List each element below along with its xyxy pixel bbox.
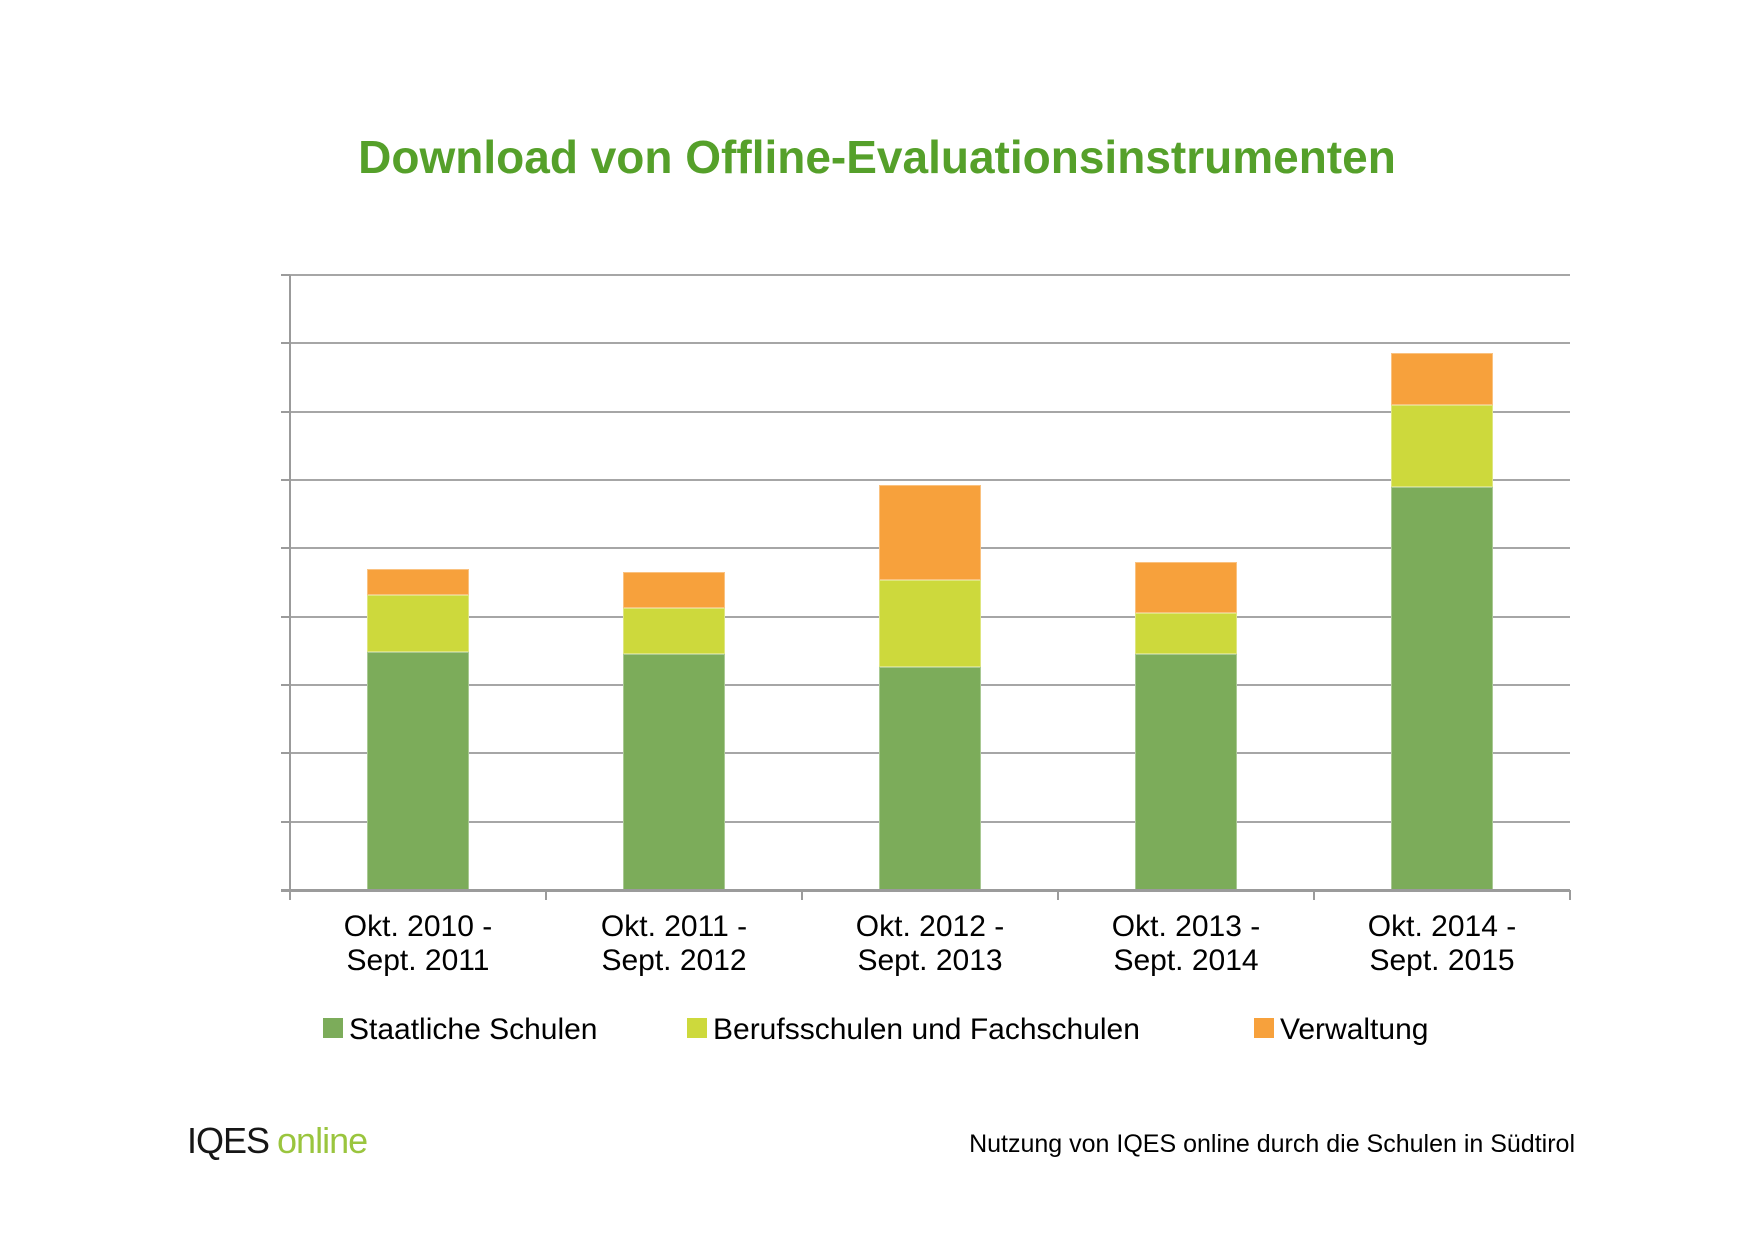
logo-text-online: online	[277, 1120, 368, 1161]
legend-swatch	[323, 1018, 343, 1038]
bar-segment-berufsschulen	[1391, 404, 1493, 487]
x-axis-tick	[1057, 890, 1059, 900]
x-axis-label-line: Sept. 2013	[857, 944, 1003, 977]
bar-segment-verwaltung	[367, 568, 469, 595]
x-axis-label-line: Sept. 2015	[1369, 944, 1515, 977]
legend-swatch	[1254, 1018, 1274, 1038]
bar-segment-staatliche-schulen	[1391, 486, 1493, 890]
x-axis-category-label: Okt. 2011 - Sept. 2012	[546, 910, 802, 978]
x-axis-label-line: Okt. 2012 -	[855, 910, 1005, 943]
legend-swatch	[687, 1018, 707, 1038]
bar-segment-staatliche-schulen	[623, 653, 725, 890]
x-axis-label-line: Sept. 2014	[1113, 944, 1259, 977]
gridline	[290, 274, 1570, 276]
x-axis-label-line: Okt. 2013 -	[1111, 910, 1261, 943]
gridline	[290, 410, 1570, 413]
x-axis-tick	[289, 890, 291, 900]
x-axis-label-line: Okt. 2010 -	[343, 910, 493, 943]
bar-segment-staatliche-schulen	[367, 652, 469, 890]
bar-segment-verwaltung	[879, 485, 981, 580]
bar-segment-verwaltung	[1135, 562, 1237, 613]
footer-note: Nutzung von IQES online durch die Schule…	[969, 1130, 1575, 1158]
y-axis-tick	[281, 615, 290, 618]
bar-segment-berufsschulen	[879, 579, 981, 668]
y-axis-tick	[281, 342, 290, 345]
x-axis-tick	[1569, 890, 1571, 900]
y-axis-tick	[281, 479, 290, 481]
bar-segment-berufsschulen	[367, 594, 469, 653]
x-axis-label-line: Okt. 2014 -	[1367, 910, 1517, 943]
y-axis-tick	[281, 410, 290, 413]
chart-title: Download von Offline-Evaluationsinstrume…	[358, 131, 1396, 183]
bar-segment-berufsschulen	[1135, 612, 1237, 654]
bar-segment-staatliche-schulen	[1135, 653, 1237, 890]
x-axis-line	[281, 889, 1570, 892]
legend-label: Staatliche Schulen	[349, 1013, 598, 1046]
y-axis-tick	[281, 684, 290, 686]
x-axis-tick	[801, 890, 803, 900]
gridline	[290, 342, 1570, 345]
x-axis-label-line: Okt. 2011 -	[600, 910, 748, 943]
bar-segment-verwaltung	[623, 571, 725, 609]
x-axis-category-label: Okt. 2010 - Sept. 2011	[290, 910, 546, 978]
x-axis-label-line: Sept. 2012	[601, 944, 747, 977]
bar-segment-staatliche-schulen	[879, 667, 981, 890]
iqes-online-logo: IQES online	[187, 1120, 368, 1162]
bar-segment-verwaltung	[1391, 352, 1493, 405]
x-axis-category-label: Okt. 2014 - Sept. 2015	[1314, 910, 1570, 978]
y-axis-tick	[281, 274, 290, 276]
gridline	[290, 479, 1570, 481]
x-axis-tick	[545, 890, 547, 900]
x-axis-label-line: Sept. 2011	[346, 944, 490, 977]
legend-label: Berufsschulen und Fachschulen	[713, 1013, 1140, 1046]
bar-segment-berufsschulen	[623, 608, 725, 654]
y-axis-tick	[281, 547, 290, 550]
x-axis-category-label: Okt. 2012 - Sept. 2013	[802, 910, 1058, 978]
logo-text-iqes: IQES	[187, 1120, 270, 1161]
x-axis-category-label: Okt. 2013 - Sept. 2014	[1058, 910, 1314, 978]
y-axis-tick	[281, 752, 290, 755]
legend-label: Verwaltung	[1280, 1013, 1429, 1046]
x-axis-tick	[1313, 890, 1315, 900]
y-axis-line	[289, 275, 291, 890]
y-axis-tick	[281, 820, 290, 823]
